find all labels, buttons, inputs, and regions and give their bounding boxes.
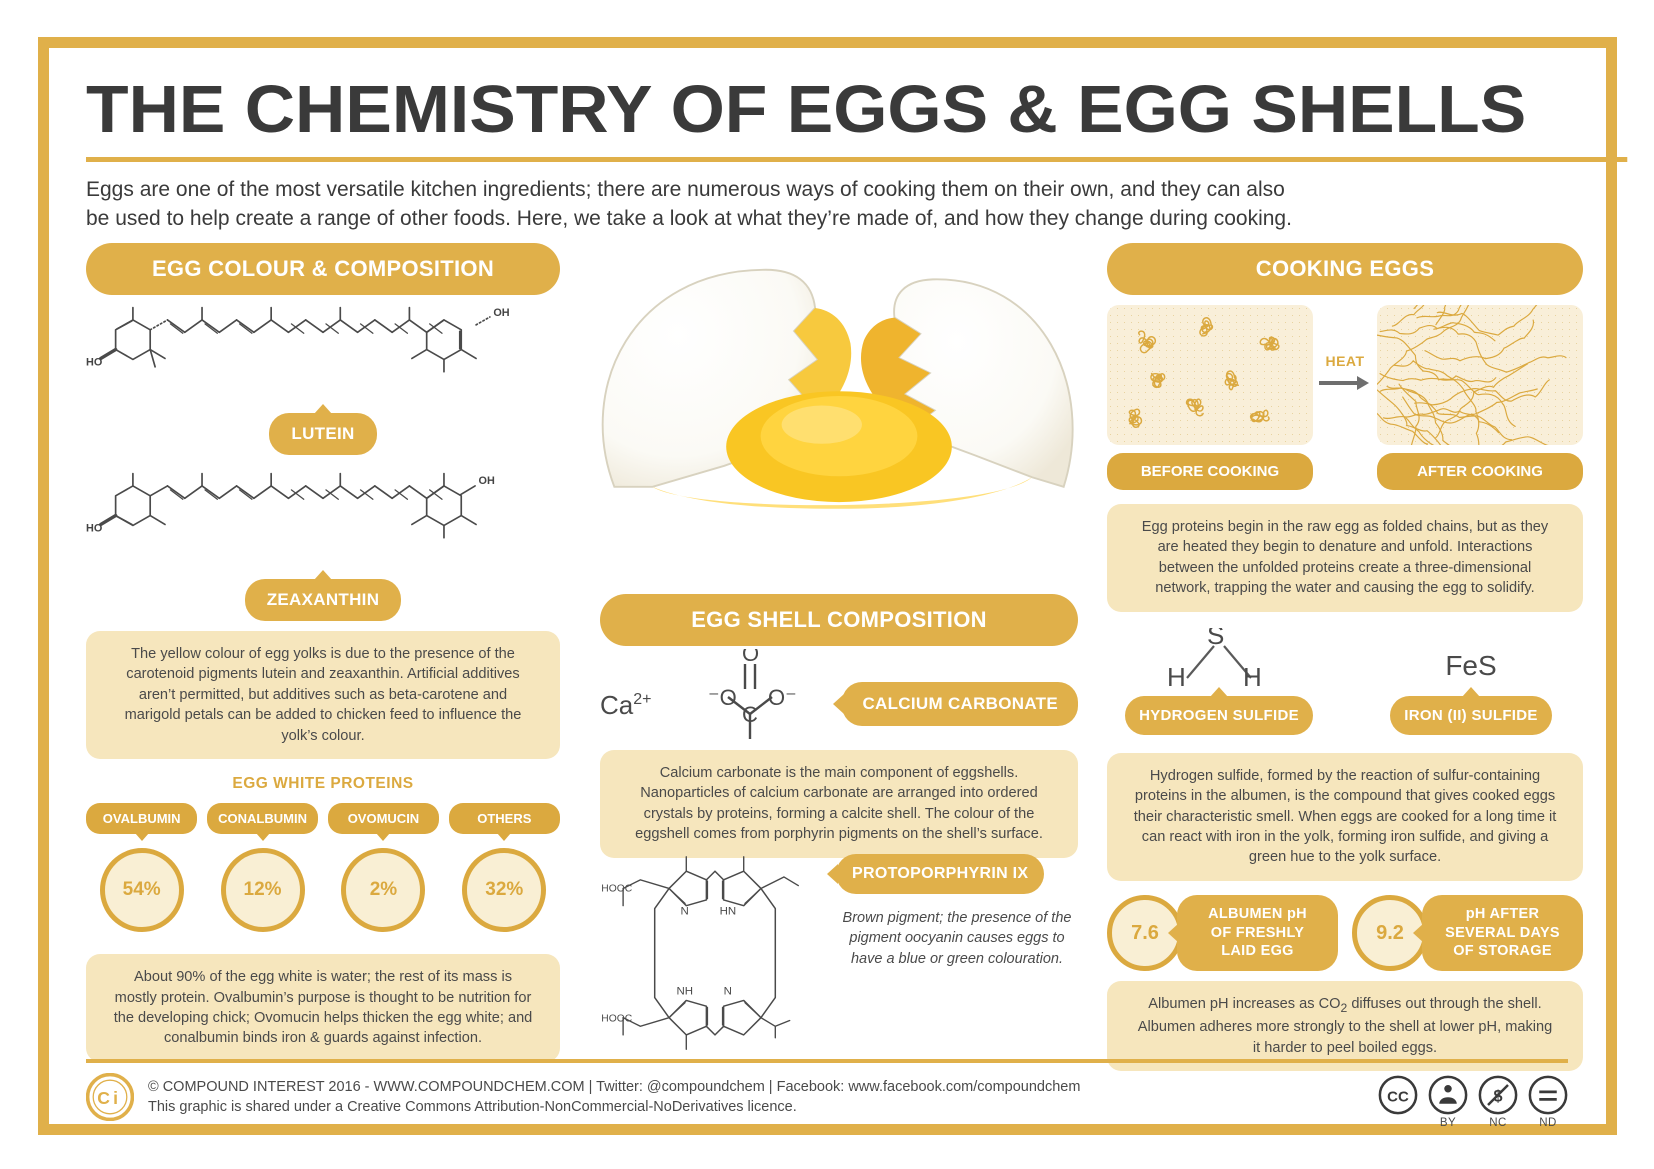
svg-text:O⁻: O⁻ — [768, 685, 797, 710]
svg-text:OH: OH — [493, 307, 509, 319]
svg-text:S: S — [1207, 628, 1224, 650]
svg-text:Ca2+: Ca2+ — [600, 690, 652, 720]
svg-text:HN: HN — [720, 905, 737, 917]
svg-text:HO: HO — [86, 522, 102, 534]
svg-text:i: i — [113, 1088, 118, 1108]
svg-text:C: C — [742, 702, 758, 727]
svg-text:HOOC: HOOC — [601, 883, 633, 894]
svg-text:O: O — [742, 649, 759, 666]
svg-text:OH: OH — [479, 475, 495, 487]
svg-text:N: N — [681, 905, 689, 917]
svg-text:HO: HO — [86, 356, 102, 368]
svg-text:⁻O: ⁻O — [708, 685, 737, 710]
svg-text:H: H — [1167, 662, 1186, 692]
svg-text:CC: CC — [1387, 1088, 1409, 1105]
svg-text:HOOC: HOOC — [601, 1013, 633, 1024]
svg-text:N: N — [724, 985, 732, 997]
svg-text:H: H — [1243, 662, 1262, 692]
svg-text:NH: NH — [677, 985, 694, 997]
svg-text:C: C — [97, 1088, 110, 1108]
